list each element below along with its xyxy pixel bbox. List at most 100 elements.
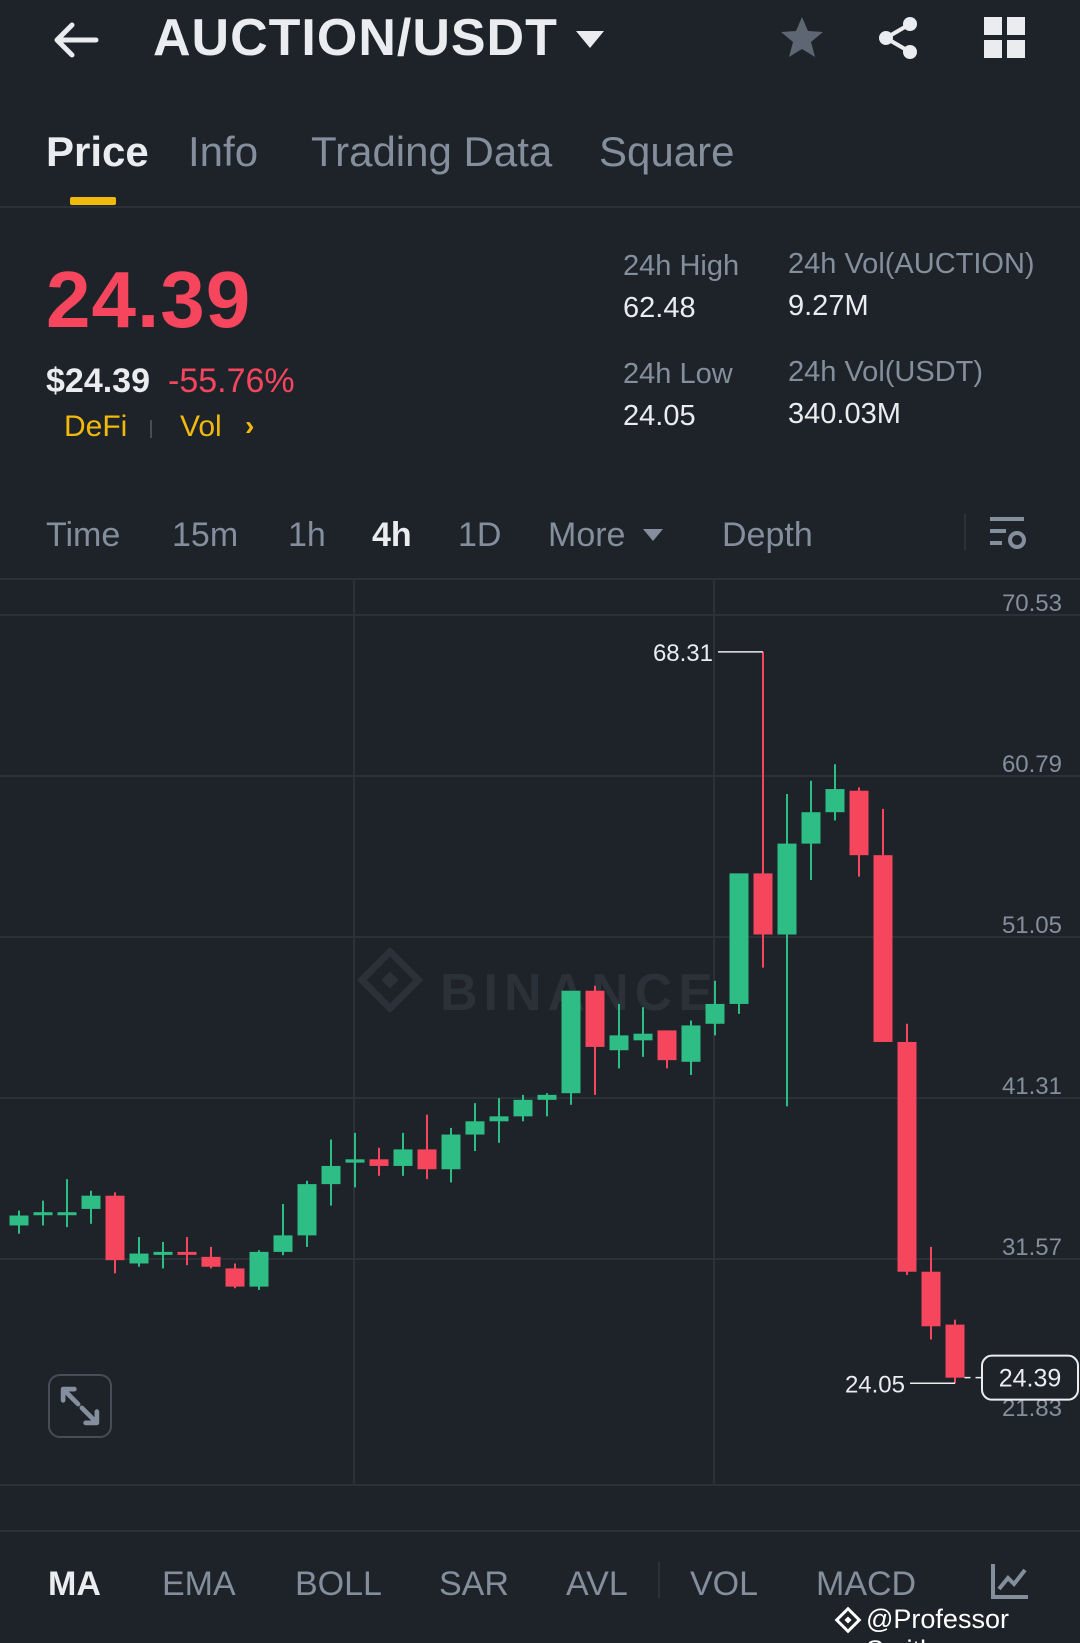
candle-body: [153, 1251, 173, 1255]
credit-logo-icon: [834, 1606, 862, 1634]
interval-time[interactable]: Time: [46, 516, 121, 554]
y-tick-label: 31.57: [1002, 1234, 1062, 1261]
candle-body: [561, 990, 581, 1094]
candle-body: [921, 1271, 941, 1327]
more-caret-icon[interactable]: [642, 528, 664, 542]
tag-separator: [150, 420, 152, 438]
tab-info[interactable]: Info: [188, 128, 259, 175]
y-tick-label: 70.53: [1002, 590, 1062, 617]
indicator-sar[interactable]: SAR: [439, 1565, 509, 1603]
usd-price: $24.39: [46, 362, 150, 400]
binance-watermark-logo: [356, 946, 424, 1014]
candle-body: [801, 812, 821, 844]
candle-body: [465, 1121, 485, 1135]
candle-body: [81, 1195, 101, 1209]
chart-grid: [0, 580, 1080, 1486]
chart-top-divider: [0, 578, 1080, 580]
candle-body: [489, 1116, 509, 1122]
pair-title[interactable]: AUCTION/USDT: [153, 9, 558, 67]
y-tick-label: 60.79: [1002, 751, 1062, 778]
fullscreen-expand-icon[interactable]: [48, 1374, 112, 1438]
active-tab-indicator: [70, 197, 116, 205]
candle-body: [105, 1195, 125, 1261]
interval-15m[interactable]: 15m: [172, 516, 239, 554]
candle-body: [321, 1165, 341, 1185]
candle-body: [585, 990, 605, 1047]
high-marker-label: 68.31: [653, 640, 713, 667]
interval-separator: [964, 514, 966, 550]
candle-body: [417, 1149, 437, 1170]
candles-layer: [9, 651, 965, 1384]
y-tick-label: 51.05: [1002, 912, 1062, 939]
vol-base-label: 24h Vol(AUCTION): [788, 248, 1035, 280]
last-price-box: [981, 1354, 1079, 1401]
candle-body: [369, 1159, 389, 1166]
candle-body: [9, 1215, 29, 1226]
candle-body: [681, 1025, 701, 1062]
candle-body: [129, 1253, 149, 1264]
candle-body: [729, 873, 749, 1004]
low-marker-label: 24.05: [845, 1371, 905, 1398]
candle-body: [657, 1030, 677, 1061]
dropdown-caret-icon[interactable]: [574, 28, 606, 50]
indicator-avl[interactable]: AVL: [566, 1565, 628, 1603]
tabs-divider: [0, 206, 1080, 208]
candle-body: [225, 1268, 245, 1287]
vol-base-value: 9.27M: [788, 290, 869, 322]
candle-body: [537, 1094, 557, 1100]
price-markers: 68.31 24.05 24.39: [653, 640, 1079, 1401]
low-value: 24.05: [623, 400, 696, 432]
candle-body: [441, 1134, 461, 1170]
last-price-label: 24.39: [999, 1365, 1062, 1393]
interval-1h[interactable]: 1h: [288, 516, 326, 554]
indicator-ma[interactable]: MA: [48, 1565, 101, 1603]
interval-more[interactable]: More: [548, 516, 626, 554]
low-label: 24h Low: [623, 358, 733, 390]
indicator-separator: [658, 1562, 660, 1598]
tab-square[interactable]: Square: [599, 128, 735, 175]
indicator-divider: [0, 1530, 1080, 1532]
candle-body: [57, 1212, 77, 1216]
indicator-macd[interactable]: MACD: [816, 1565, 917, 1603]
price-change-percent: -55.76%: [168, 362, 295, 400]
candle-body: [945, 1324, 965, 1378]
indicator-vol[interactable]: VOL: [690, 1565, 759, 1603]
back-arrow-icon[interactable]: [50, 18, 102, 62]
candle-body: [513, 1099, 533, 1117]
candle-body: [777, 843, 797, 935]
star-icon[interactable]: [778, 14, 826, 62]
interval-4h[interactable]: 4h: [372, 516, 412, 554]
vol-quote-label: 24h Vol(USDT): [788, 356, 984, 388]
share-icon[interactable]: [874, 14, 922, 62]
candle-body: [825, 789, 845, 813]
candle-body: [249, 1251, 269, 1287]
interval-depth[interactable]: Depth: [722, 516, 813, 554]
candle-body: [705, 1003, 725, 1024]
y-tick-label: 41.31: [1002, 1073, 1062, 1100]
chart-settings-icon[interactable]: [988, 514, 1028, 554]
vol-chevron-icon[interactable]: ›: [245, 410, 255, 441]
tab-trading-data[interactable]: Trading Data: [311, 128, 553, 175]
candle-body: [177, 1251, 197, 1255]
high-label: 24h High: [623, 250, 740, 282]
candle-body: [393, 1149, 413, 1166]
vol-quote-value: 340.03M: [788, 398, 901, 430]
candle-body: [33, 1212, 53, 1216]
indicator-ema[interactable]: EMA: [162, 1565, 236, 1603]
indicator-settings-icon[interactable]: [990, 1562, 1030, 1600]
vol-tag[interactable]: Vol: [180, 410, 222, 443]
indicator-boll[interactable]: BOLL: [295, 1565, 382, 1603]
candle-body: [609, 1035, 629, 1051]
candle-body: [753, 873, 773, 935]
last-price: 24.39: [46, 255, 252, 344]
sector-tag[interactable]: DeFi: [64, 410, 128, 443]
interval-1d[interactable]: 1D: [458, 516, 502, 554]
candle-body: [849, 790, 869, 856]
high-value: 62.48: [623, 292, 696, 324]
candle-body: [345, 1159, 365, 1163]
candle-body: [897, 1041, 917, 1272]
grid-menu-icon[interactable]: [983, 16, 1027, 60]
tab-price[interactable]: Price: [46, 128, 149, 175]
